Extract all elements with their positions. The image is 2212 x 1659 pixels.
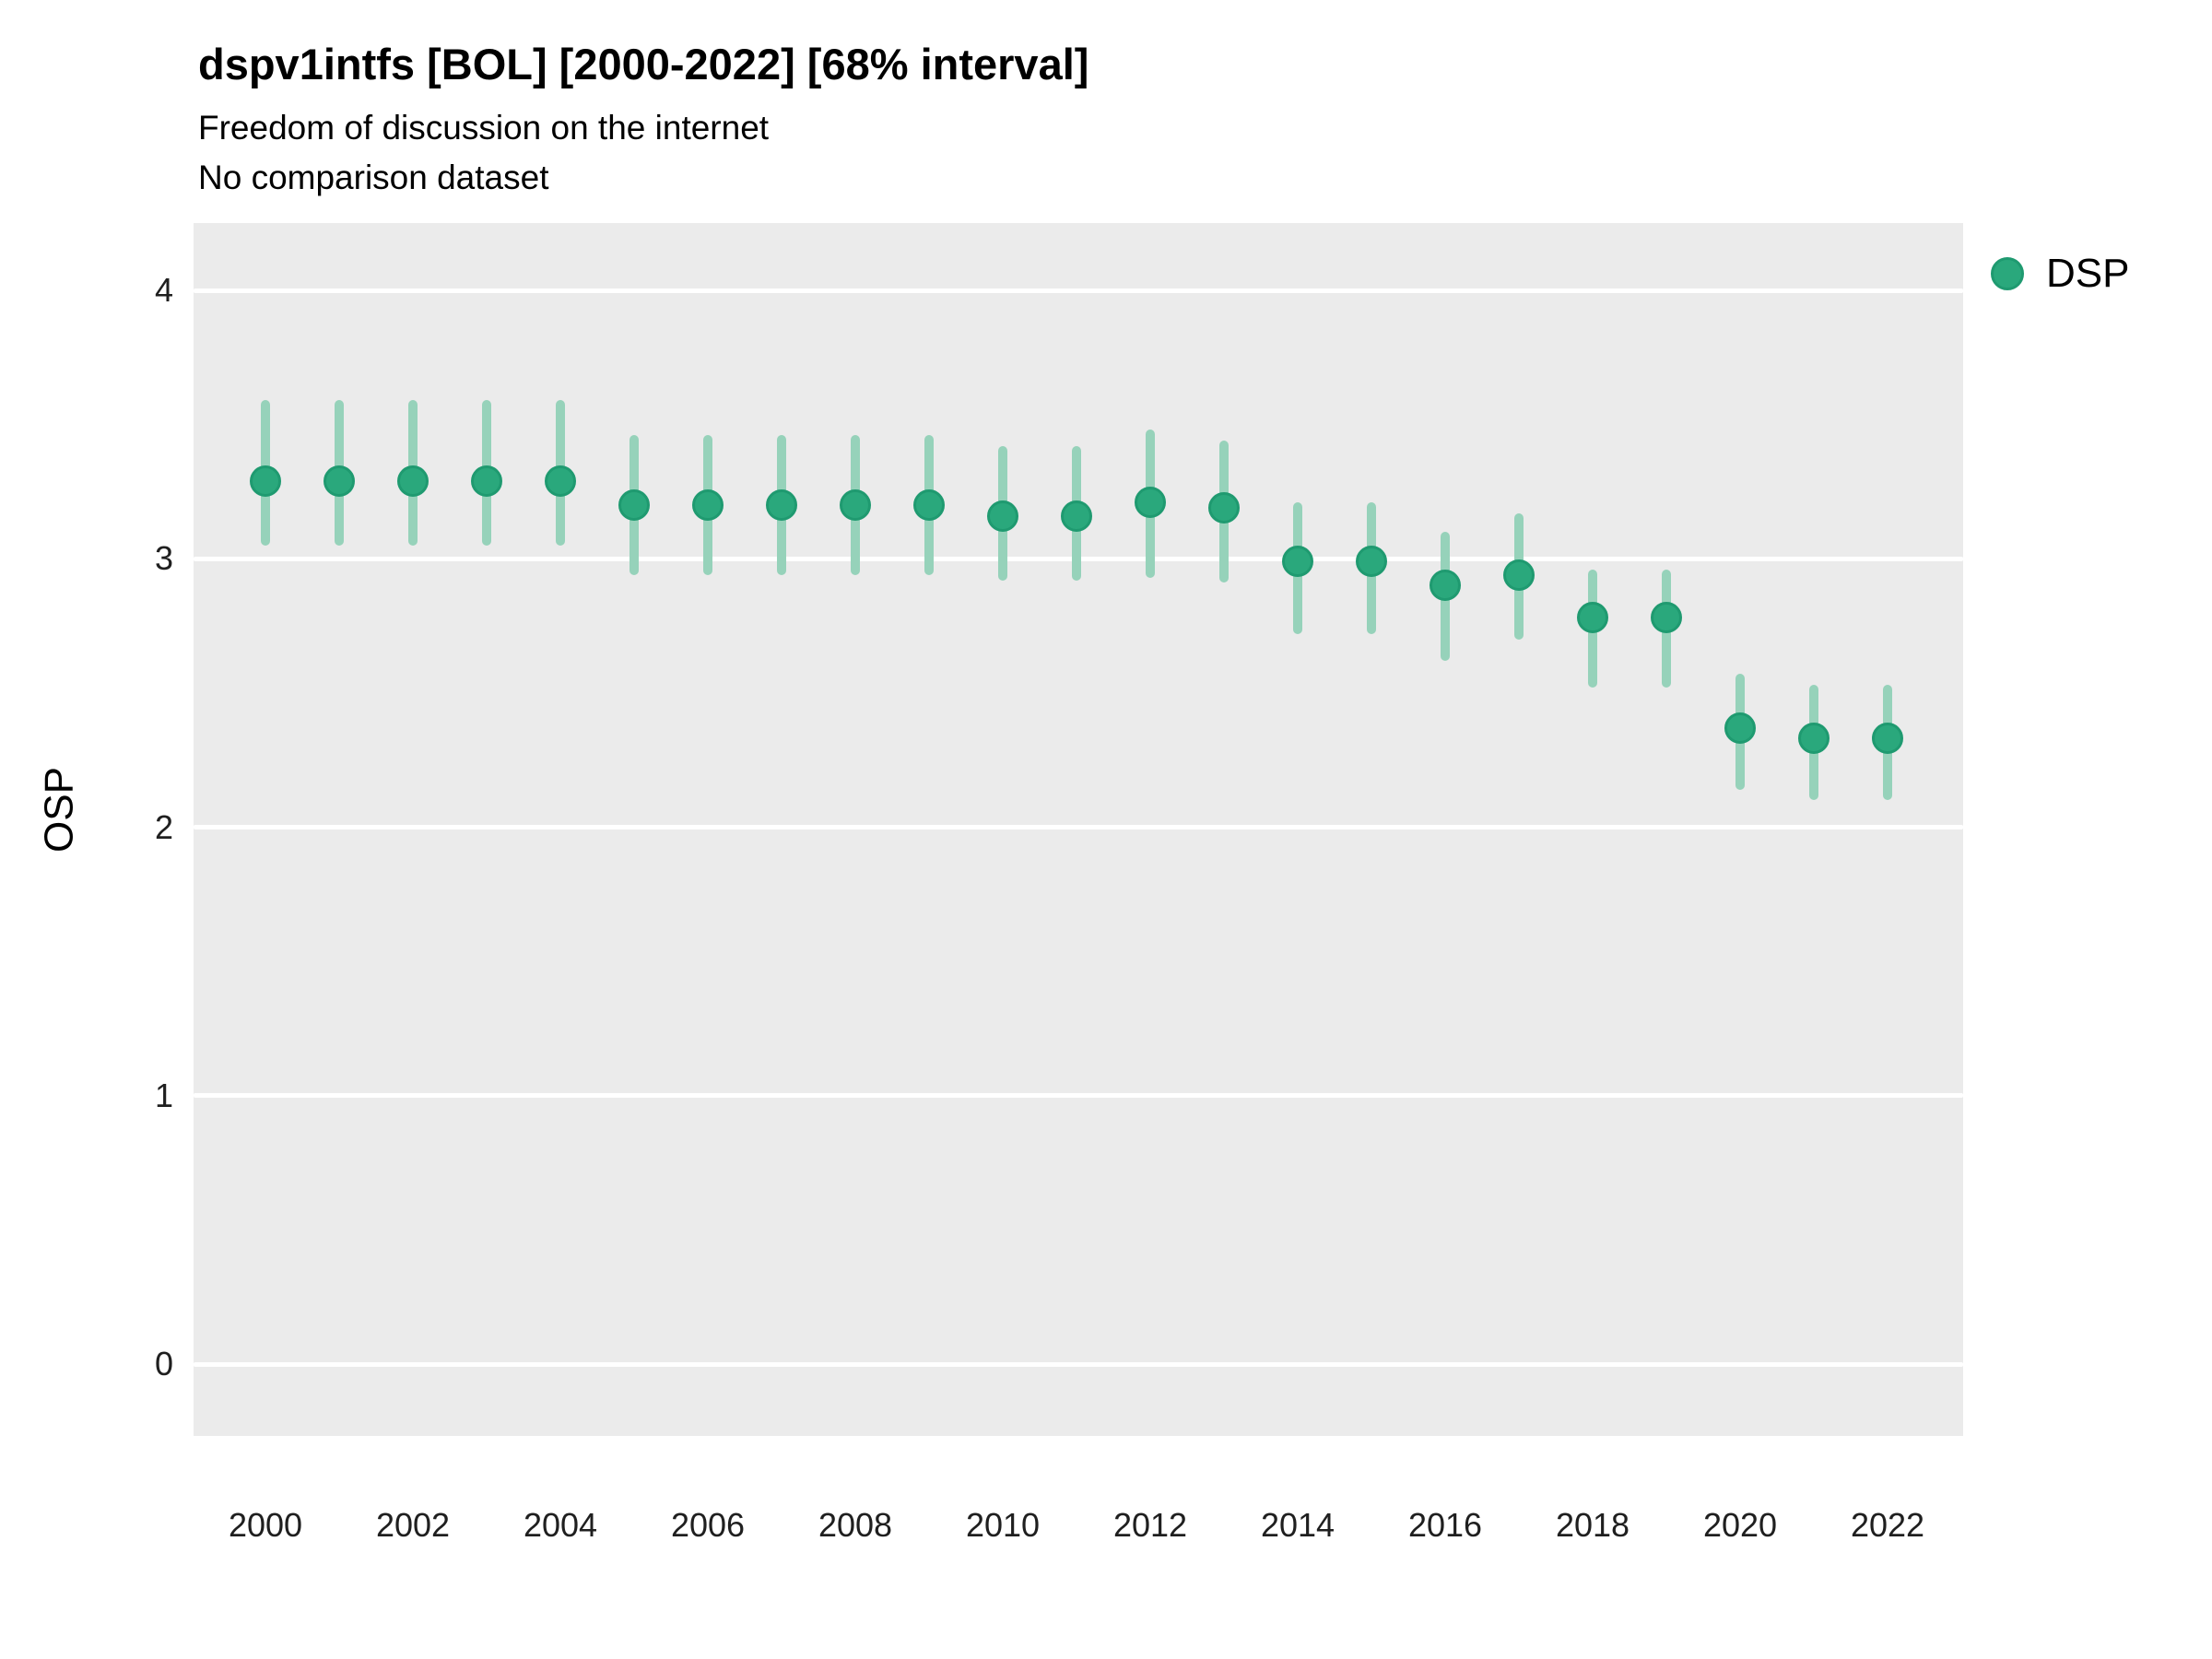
y-tick-label-3: 3 bbox=[154, 539, 173, 578]
gridline-y-0 bbox=[194, 1361, 1963, 1367]
point-2003 bbox=[471, 465, 502, 497]
point-2005 bbox=[618, 489, 650, 521]
x-tick-label-2000: 2000 bbox=[228, 1506, 303, 1544]
x-tick-label-2002: 2002 bbox=[375, 1506, 451, 1544]
point-2002 bbox=[397, 465, 429, 497]
x-tick-label-2018: 2018 bbox=[1555, 1506, 1630, 1544]
x-tick-label-2004: 2004 bbox=[523, 1506, 598, 1544]
point-2016 bbox=[1430, 570, 1461, 602]
point-2020 bbox=[1724, 712, 1756, 744]
point-2009 bbox=[913, 489, 945, 521]
legend-label: DSP bbox=[2046, 251, 2130, 296]
x-tick-label-2012: 2012 bbox=[1112, 1506, 1188, 1544]
x-tick-label-2016: 2016 bbox=[1407, 1506, 1483, 1544]
plot-panel bbox=[194, 223, 1963, 1436]
point-2012 bbox=[1135, 487, 1166, 519]
point-2018 bbox=[1577, 602, 1608, 634]
point-2019 bbox=[1651, 602, 1682, 634]
point-2000 bbox=[250, 465, 281, 497]
chart-title: dspv1intfs [BOL] [2000-2022] [68% interv… bbox=[198, 40, 1089, 88]
point-2011 bbox=[1061, 500, 1092, 532]
point-2013 bbox=[1208, 491, 1240, 524]
point-2017 bbox=[1503, 559, 1535, 591]
legend-point-icon bbox=[1991, 257, 2024, 290]
point-2014 bbox=[1282, 546, 1313, 578]
y-tick-label-0: 0 bbox=[154, 1345, 173, 1382]
x-tick-label-2014: 2014 bbox=[1260, 1506, 1335, 1544]
gridline-y-2 bbox=[194, 825, 1963, 830]
point-2001 bbox=[324, 465, 355, 497]
x-tick-label-2006: 2006 bbox=[670, 1506, 746, 1544]
x-tick-label-2010: 2010 bbox=[965, 1506, 1041, 1544]
y-tick-label-4: 4 bbox=[154, 271, 173, 309]
point-2010 bbox=[987, 500, 1018, 532]
point-2008 bbox=[840, 489, 871, 521]
point-2022 bbox=[1872, 723, 1903, 755]
gridline-y-1 bbox=[194, 1093, 1963, 1099]
y-tick-label-2: 2 bbox=[154, 807, 173, 846]
y-tick-label-1: 1 bbox=[154, 1076, 173, 1114]
comparison-note: No comparison dataset bbox=[198, 159, 549, 196]
x-tick-label-2020: 2020 bbox=[1702, 1506, 1778, 1544]
point-2021 bbox=[1798, 723, 1830, 755]
gridline-y-4 bbox=[194, 288, 1963, 293]
point-2004 bbox=[545, 465, 576, 497]
x-tick-label-2022: 2022 bbox=[1850, 1506, 1925, 1544]
point-2007 bbox=[766, 489, 797, 521]
point-2006 bbox=[692, 489, 724, 521]
chart-subtitle: Freedom of discussion on the internet bbox=[198, 109, 770, 147]
x-tick-label-2008: 2008 bbox=[818, 1506, 893, 1544]
point-2015 bbox=[1356, 546, 1387, 578]
legend: DSP bbox=[1991, 251, 2129, 297]
